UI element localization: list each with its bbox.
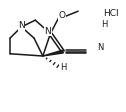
Text: O: O xyxy=(58,11,65,20)
Text: H: H xyxy=(60,63,66,72)
Text: N: N xyxy=(98,43,104,52)
Text: N: N xyxy=(18,21,25,30)
Text: N: N xyxy=(44,27,51,36)
Text: HCl: HCl xyxy=(103,9,119,18)
Text: H: H xyxy=(101,20,108,29)
Polygon shape xyxy=(43,50,63,56)
